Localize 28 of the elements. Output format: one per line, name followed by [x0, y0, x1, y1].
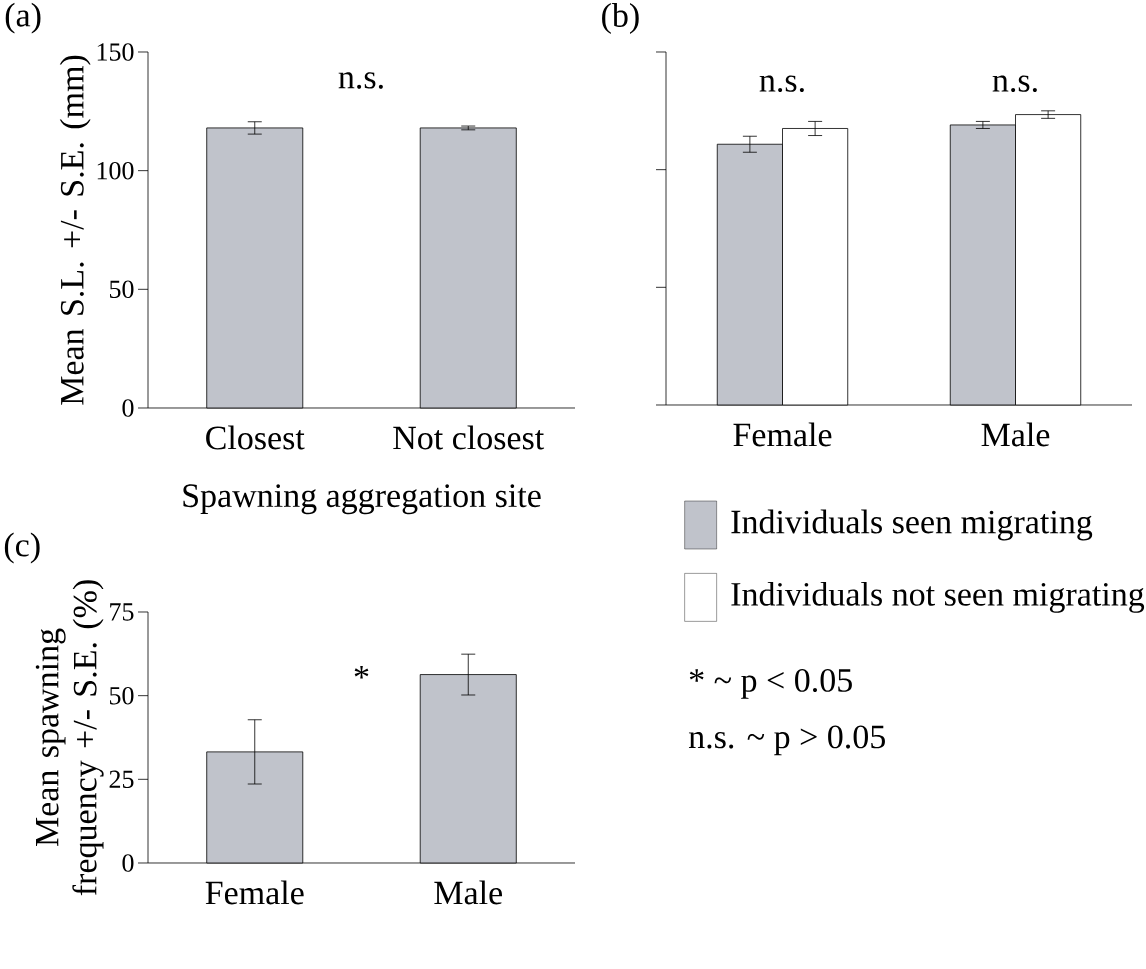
- chart-title: (c): [4, 532, 40, 564]
- legend-label: Individuals not seen migrating: [731, 581, 1145, 613]
- legend-label: Individuals seen migrating: [731, 509, 1093, 541]
- x-tick-label: Female: [733, 422, 832, 447]
- annotation: n.s.: [338, 72, 383, 89]
- y-tick-label: 0: [122, 854, 134, 872]
- y-axis-title: Mean S.L. +/- S.E. (mm): [59, 55, 91, 405]
- y-axis-title: Mean spawning frequency +/- S.E. (%): [35, 580, 104, 896]
- y-tick-label: 150: [97, 43, 134, 61]
- y-tick-label: 100: [97, 161, 134, 180]
- y-tick-label: 0: [122, 399, 134, 417]
- chart-title: (a): [5, 2, 41, 34]
- annotation: n.s.: [759, 75, 804, 93]
- x-tick-label: Female: [205, 880, 304, 905]
- x-tick-label: Male: [434, 880, 503, 905]
- text: * ~ p < 0.05: [689, 668, 852, 699]
- x-tick-label: Not closest: [393, 425, 545, 450]
- y-tick-label: 25: [109, 770, 134, 789]
- annotation: *: [354, 666, 369, 679]
- x-tick-label: Closest: [206, 425, 305, 450]
- y-tick-label: 50: [109, 686, 134, 705]
- text: n.s. ~ p > 0.05: [688, 725, 885, 756]
- x-tick-label: Male: [981, 422, 1050, 447]
- y-tick-label: 75: [110, 603, 134, 621]
- annotation: n.s.: [992, 75, 1037, 93]
- y-tick-label: 50: [109, 280, 134, 299]
- chart-title: (b): [602, 3, 639, 34]
- x-axis-title: Spawning aggregation site: [183, 484, 541, 515]
